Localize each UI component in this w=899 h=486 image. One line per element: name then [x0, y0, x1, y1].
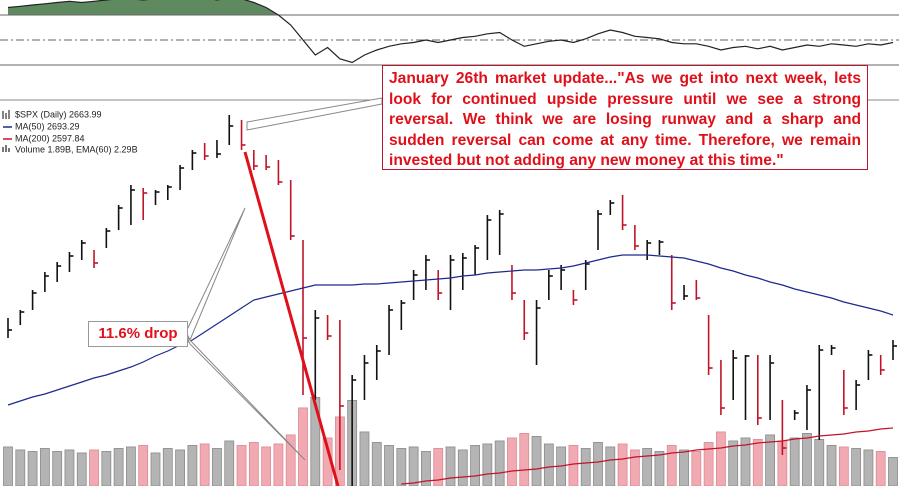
annotation-box: January 26th market update..."As we get … [382, 65, 868, 170]
indicator-line [7, 0, 894, 64]
volume-bar [15, 449, 26, 486]
volume-bar [851, 448, 862, 486]
volume-bar [716, 431, 726, 486]
volume-bar [384, 445, 394, 486]
volume-bar [64, 449, 75, 486]
volume-bar [543, 443, 554, 486]
volume-bar [507, 437, 517, 486]
volume-bar [666, 445, 677, 486]
volume-bar [3, 446, 13, 486]
volume-bar [408, 446, 419, 486]
volume-bar [445, 446, 456, 486]
price-panel [7, 115, 897, 486]
volume-bar [101, 451, 112, 486]
volume-bar [187, 445, 198, 486]
legend-label: Volume 1.89B, EMA(60) 2.29B [15, 144, 138, 154]
volume-bar [863, 449, 874, 486]
volume-bar [642, 448, 653, 486]
volume-bar [52, 451, 63, 486]
volume-bar [789, 437, 800, 486]
volume-bar [126, 446, 136, 486]
volume-bar [212, 448, 222, 486]
volume-bar [605, 446, 616, 486]
volume-bar [261, 446, 272, 486]
callout-pointer [185, 207, 246, 342]
trend-line [243, 151, 340, 486]
volume-bar [888, 457, 898, 486]
volume-bar [396, 448, 407, 486]
volume-bar [531, 436, 542, 486]
callout-pointer [185, 335, 306, 461]
volume-bar [371, 442, 382, 486]
indicator-panel [0, 0, 899, 66]
moving-average [401, 427, 894, 485]
volume-bar [826, 445, 837, 486]
volume-bar [470, 445, 480, 486]
volume-bar [457, 449, 468, 486]
volume-bar [175, 449, 185, 486]
volume-bar [298, 407, 308, 486]
legend-label: MA(200) 2597.84 [15, 133, 85, 143]
volume-bar [138, 445, 149, 486]
volume-bar [875, 451, 886, 486]
volume-bar [617, 443, 628, 486]
legend: $SPX (Daily) 2663.99 MA(50) 2693.29 MA(2… [2, 109, 138, 154]
volume-bar [838, 446, 849, 486]
volume-bar [629, 449, 640, 486]
annotation-label: 11.6% drop [88, 321, 188, 347]
volume-bar [236, 445, 247, 486]
volume-bar [150, 452, 161, 486]
volume-bar [27, 451, 38, 486]
moving-average [7, 254, 894, 406]
legend-icon [2, 145, 10, 152]
volume-bar [89, 449, 99, 486]
legend-label: MA(50) 2693.29 [15, 121, 80, 131]
volume-bar [679, 449, 689, 486]
volume-bar [814, 439, 825, 486]
volume-bar [421, 451, 431, 486]
indicator-fill [8, 0, 279, 15]
volume-bar [224, 440, 235, 486]
volume-bar [728, 440, 739, 486]
volume-bar [494, 440, 505, 486]
volume-bar [580, 448, 591, 486]
volume-bar [359, 431, 370, 486]
volume-bar [519, 433, 530, 486]
volume-bar [199, 443, 210, 486]
volume-bar [39, 448, 50, 486]
volume-bar [593, 442, 603, 486]
volume-bar [482, 443, 493, 486]
volume-bar [273, 443, 284, 486]
volume-bar [654, 451, 665, 486]
volume-bar [162, 448, 173, 486]
volume-bar [752, 439, 763, 486]
volume-bar [248, 442, 259, 486]
volume-bar [802, 433, 812, 486]
legend-label: $SPX (Daily) 2663.99 [15, 109, 102, 119]
volume-bar [76, 452, 87, 486]
legend-icon [2, 110, 10, 119]
callout-pointer [246, 97, 383, 131]
volume-panel [3, 396, 898, 486]
volume-bar [740, 437, 751, 486]
volume-bar [568, 445, 579, 486]
volume-bar [113, 448, 124, 486]
volume-bar [691, 451, 702, 486]
